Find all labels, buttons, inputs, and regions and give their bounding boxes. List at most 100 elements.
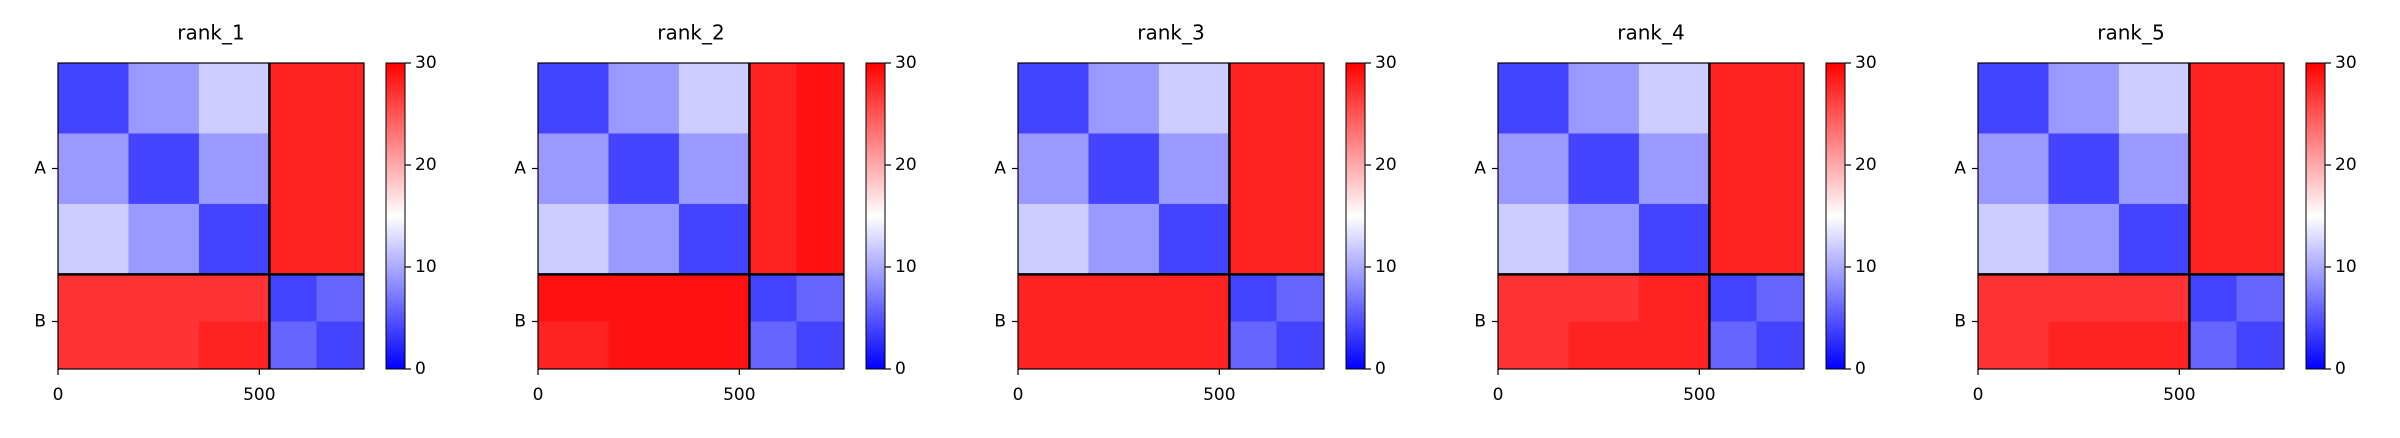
- heat-cell: [2118, 274, 2190, 322]
- heat-cell: [316, 133, 365, 205]
- heat-cell: [749, 274, 797, 322]
- heat-cell: [1158, 133, 1230, 205]
- heat-cell: [2118, 133, 2190, 205]
- heat-cell: [2189, 133, 2237, 205]
- colorbar-tick-label: 30: [415, 53, 437, 73]
- heat-cell: [1638, 321, 1710, 370]
- heat-cell: [1018, 274, 1089, 322]
- heat-cell: [1638, 133, 1710, 205]
- heat-cell: [2048, 63, 2120, 134]
- heat-cell: [2048, 203, 2120, 275]
- heat-cell: [1978, 274, 2049, 322]
- heat-cell: [1568, 63, 1640, 134]
- heat-cell: [538, 63, 609, 134]
- heat-cell: [2118, 203, 2190, 275]
- colorbar-tick-label: 10: [1855, 257, 1877, 277]
- heat-cell: [1568, 203, 1640, 275]
- heat-cell: [1088, 274, 1160, 322]
- colorbar-tick-label: 10: [895, 257, 917, 277]
- heat-cell: [1978, 63, 2049, 134]
- y-tick-label: A: [994, 158, 1006, 178]
- heat-cell: [198, 274, 270, 322]
- heat-cell: [2118, 321, 2190, 370]
- heat-cell: [796, 203, 845, 275]
- heat-cell: [1498, 63, 1569, 134]
- x-tick-label: 0: [1973, 385, 1984, 405]
- colorbar-tick-label: 10: [2335, 257, 2357, 277]
- heat-cell: [198, 203, 270, 275]
- heat-cell: [1018, 321, 1089, 370]
- x-tick-label: 500: [723, 385, 755, 405]
- heat-cell: [1638, 63, 1710, 134]
- heat-cell: [1276, 321, 1325, 370]
- heat-cell: [749, 203, 797, 275]
- heat-cell: [796, 63, 845, 134]
- heat-cell: [2189, 321, 2237, 370]
- heat-cell: [1709, 274, 1757, 322]
- heat-cell: [128, 203, 200, 275]
- colorbar-tick-label: 20: [1375, 155, 1397, 175]
- panel-title: rank_2: [657, 21, 724, 45]
- heat-cell: [1229, 203, 1277, 275]
- x-tick-label: 500: [243, 385, 275, 405]
- heat-cell: [1709, 133, 1757, 205]
- x-tick-label: 0: [53, 385, 64, 405]
- colorbar-tick-label: 30: [895, 53, 917, 73]
- heat-cell: [2236, 321, 2285, 370]
- heat-cell: [269, 321, 317, 370]
- heat-cell: [678, 133, 750, 205]
- colorbar-tick-label: 30: [1375, 53, 1397, 73]
- panel-title: rank_3: [1137, 21, 1204, 45]
- heat-cell: [128, 274, 200, 322]
- heat-cell: [678, 63, 750, 134]
- colorbar-tick-label: 30: [1855, 53, 1877, 73]
- heat-cell: [749, 63, 797, 134]
- panel-title: rank_4: [1617, 21, 1684, 45]
- colorbar-tick-label: 20: [2335, 155, 2357, 175]
- heat-cell: [2118, 63, 2190, 134]
- heat-cell: [1709, 321, 1757, 370]
- y-tick-label: A: [1954, 158, 1966, 178]
- heat-cell: [58, 133, 129, 205]
- heat-cell: [1756, 274, 1805, 322]
- heat-cell: [2189, 63, 2237, 134]
- colorbar-tick-label: 10: [415, 257, 437, 277]
- heat-cell: [269, 274, 317, 322]
- heat-cell: [1978, 203, 2049, 275]
- colorbar: [2305, 62, 2326, 370]
- heat-cell: [2236, 63, 2285, 134]
- heat-cell: [58, 203, 129, 275]
- heat-cell: [1276, 203, 1325, 275]
- y-tick-label: A: [1474, 158, 1486, 178]
- heat-cell: [1756, 63, 1805, 134]
- heat-cell: [1709, 203, 1757, 275]
- x-tick-label: 0: [533, 385, 544, 405]
- y-tick-label: B: [1474, 311, 1486, 331]
- heat-cell: [1568, 133, 1640, 205]
- heat-cell: [58, 274, 129, 322]
- heat-cell: [1158, 321, 1230, 370]
- heat-cell: [269, 133, 317, 205]
- y-tick-label: A: [34, 158, 46, 178]
- heat-cell: [1756, 133, 1805, 205]
- heat-cell: [1018, 203, 1089, 275]
- heat-cell: [608, 274, 680, 322]
- colorbar-tick-label: 0: [895, 359, 906, 379]
- plot-frame: [1977, 62, 2285, 370]
- heat-cell: [749, 321, 797, 370]
- plot-frame: [57, 62, 365, 370]
- heat-cell: [1568, 274, 1640, 322]
- heat-cell: [1498, 133, 1569, 205]
- heat-cell: [538, 321, 609, 370]
- heat-cell: [1088, 321, 1160, 370]
- colorbar-tick-label: 20: [895, 155, 917, 175]
- heat-cell: [608, 133, 680, 205]
- plot-frame: [1497, 62, 1805, 370]
- y-tick-label: B: [34, 311, 46, 331]
- heat-cell: [2236, 274, 2285, 322]
- x-tick-label: 500: [2163, 385, 2195, 405]
- colorbar: [865, 62, 886, 370]
- heat-cell: [1229, 63, 1277, 134]
- heat-cell: [1229, 133, 1277, 205]
